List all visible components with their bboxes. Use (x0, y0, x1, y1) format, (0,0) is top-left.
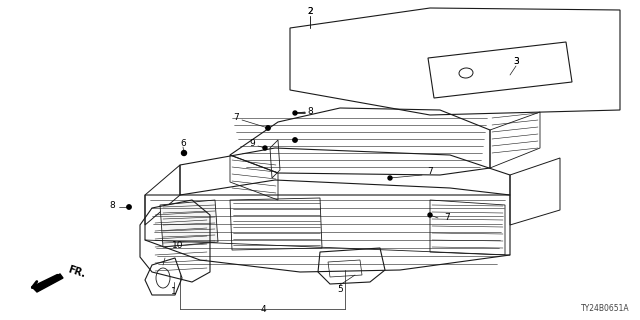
Polygon shape (33, 274, 63, 292)
Text: TY24B0651A: TY24B0651A (581, 304, 630, 313)
Circle shape (266, 126, 270, 130)
Text: 7: 7 (427, 167, 433, 177)
Circle shape (428, 213, 432, 217)
Circle shape (263, 146, 267, 150)
Text: 9: 9 (249, 140, 255, 148)
Text: 1: 1 (171, 287, 177, 297)
Circle shape (293, 138, 297, 142)
Text: 8: 8 (109, 202, 115, 211)
Text: 8: 8 (307, 107, 313, 116)
Circle shape (127, 205, 131, 209)
Polygon shape (160, 200, 218, 247)
Text: 4: 4 (260, 305, 266, 314)
Text: 7: 7 (233, 113, 239, 122)
Circle shape (293, 111, 297, 115)
Text: 7: 7 (444, 213, 450, 222)
Text: 3: 3 (513, 58, 519, 67)
Text: 3: 3 (513, 58, 519, 67)
Text: 5: 5 (337, 284, 343, 293)
Text: FR.: FR. (67, 264, 87, 280)
Text: 2: 2 (307, 7, 313, 17)
Text: 10: 10 (172, 242, 184, 251)
Circle shape (182, 150, 186, 156)
Text: 2: 2 (307, 7, 313, 17)
Text: 6: 6 (180, 139, 186, 148)
Circle shape (388, 176, 392, 180)
